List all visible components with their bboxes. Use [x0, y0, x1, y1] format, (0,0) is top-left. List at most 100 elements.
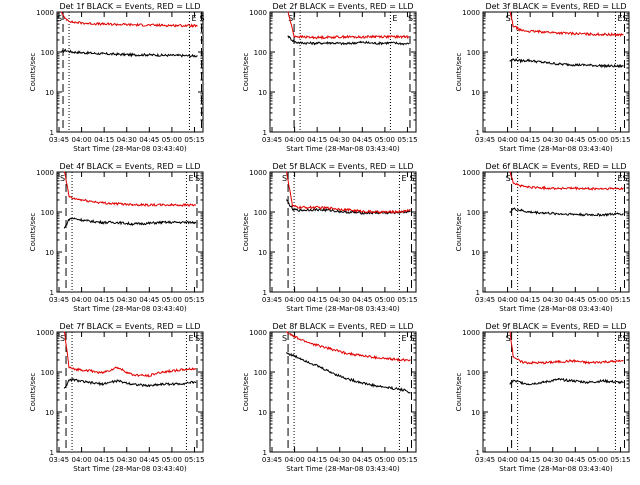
data-point-lld	[131, 24, 133, 26]
data-point-lld	[71, 368, 73, 370]
data-point-events	[191, 221, 194, 223]
x-tick-label: 04:30	[543, 296, 563, 304]
data-point-lld	[293, 35, 295, 37]
x-tick-label: 04:15	[94, 296, 114, 304]
start-marker-label: S	[506, 14, 511, 23]
y-tick-label: 1000	[249, 9, 267, 17]
data-point-lld	[557, 361, 559, 363]
data-point-events	[329, 209, 331, 211]
y-tick-label: 100	[467, 369, 480, 377]
x-tick-label: 05:00	[588, 456, 608, 464]
series-line-events	[286, 352, 411, 394]
data-point-events	[622, 381, 624, 383]
data-point-events	[131, 54, 133, 56]
series-line-events	[287, 35, 409, 46]
x-tick-label: 04:00	[71, 456, 91, 464]
end-marker-label: E	[392, 14, 397, 23]
start-marker-label: S	[622, 334, 627, 343]
data-point-events	[359, 212, 361, 214]
data-point-lld	[520, 185, 522, 187]
data-point-lld	[374, 211, 376, 213]
data-point-lld	[63, 171, 66, 173]
panel-det-8f: Det 8f BLACK = Events, RED = LLD 1 10 100 10…	[242, 322, 418, 473]
start-marker-label: S	[199, 14, 204, 23]
data-point-events	[292, 209, 294, 211]
end-marker-label: E	[188, 174, 193, 183]
y-tick-label: 1	[50, 449, 54, 457]
end-marker-label: E	[617, 174, 622, 183]
data-point-lld	[196, 25, 198, 27]
data-point-lld	[101, 372, 103, 374]
data-point-lld	[557, 32, 559, 34]
data-point-events	[359, 41, 361, 43]
data-point-lld	[359, 36, 361, 38]
y-tick-label: 1	[263, 129, 267, 137]
data-point-lld	[299, 206, 301, 208]
data-point-events	[131, 383, 133, 385]
data-point-events	[63, 387, 66, 389]
x-tick-label: 04:45	[352, 296, 372, 304]
y-tick-label: 100	[41, 369, 54, 377]
data-point-events	[68, 218, 70, 221]
data-point-lld	[404, 36, 407, 38]
data-point-events	[557, 213, 559, 215]
data-point-events	[404, 389, 407, 391]
data-point-events	[572, 380, 574, 382]
x-tick-label: 04:00	[71, 136, 91, 144]
x-tick-label: 04:45	[139, 456, 159, 464]
data-point-lld	[287, 11, 289, 13]
data-point-events	[344, 377, 346, 379]
data-point-events	[63, 49, 66, 51]
x-tick-label: 04:00	[284, 136, 304, 144]
data-point-events	[542, 381, 544, 383]
data-point-lld	[344, 209, 346, 211]
end-marker-label: E	[188, 334, 193, 343]
data-point-lld	[60, 11, 63, 13]
y-axis-label: Counts/sec	[242, 373, 250, 412]
data-point-events	[131, 223, 133, 225]
series-line-lld	[509, 331, 624, 365]
series-line-events	[510, 57, 624, 69]
data-point-lld	[407, 36, 410, 38]
data-point-lld	[176, 369, 178, 371]
y-tick-label: 10	[258, 409, 267, 417]
x-tick-label: 03:45	[475, 456, 495, 464]
x-tick-label: 05:15	[610, 136, 630, 144]
series-line-lld	[286, 331, 411, 363]
end-marker-label: E	[191, 14, 196, 23]
x-axis-label: Start Time (28-Mar-08 03:43:40)	[286, 305, 400, 313]
data-point-events	[161, 54, 163, 56]
series-line-lld	[287, 11, 409, 40]
series-line-events	[64, 377, 196, 389]
data-point-events	[622, 65, 624, 67]
data-point-lld	[63, 17, 66, 19]
x-tick-label: 04:00	[497, 296, 517, 304]
x-axis-label: Start Time (28-Mar-08 03:43:40)	[286, 465, 400, 473]
panel-title: Det 7f BLACK = Events, RED = LLD	[59, 322, 200, 331]
data-point-events	[116, 221, 118, 223]
data-point-events	[374, 42, 376, 44]
data-point-events	[587, 214, 590, 216]
y-axis-label: Counts/sec	[242, 53, 250, 92]
start-marker-label: S	[409, 334, 414, 343]
y-tick-label: 1000	[36, 169, 54, 177]
data-point-events	[617, 213, 620, 215]
y-axis-label: Counts/sec	[29, 53, 37, 92]
data-point-lld	[602, 188, 605, 190]
x-tick-label: 04:15	[520, 296, 540, 304]
data-point-events	[404, 43, 407, 45]
y-tick-label: 1	[476, 129, 480, 137]
x-tick-label: 04:00	[497, 456, 517, 464]
x-tick-label: 04:15	[94, 136, 114, 144]
data-point-events	[520, 209, 522, 211]
data-point-events	[512, 208, 514, 210]
data-point-events	[116, 53, 118, 55]
data-point-lld	[617, 188, 620, 190]
data-point-events	[176, 383, 178, 385]
data-point-events	[314, 364, 316, 366]
x-tick-label: 04:45	[352, 136, 372, 144]
x-tick-label: 04:15	[307, 296, 327, 304]
panel-det-5f: Det 5f BLACK = Events, RED = LLD 1 10 100 10…	[242, 162, 418, 313]
x-tick-label: 04:45	[139, 136, 159, 144]
x-tick-label: 04:45	[565, 456, 585, 464]
